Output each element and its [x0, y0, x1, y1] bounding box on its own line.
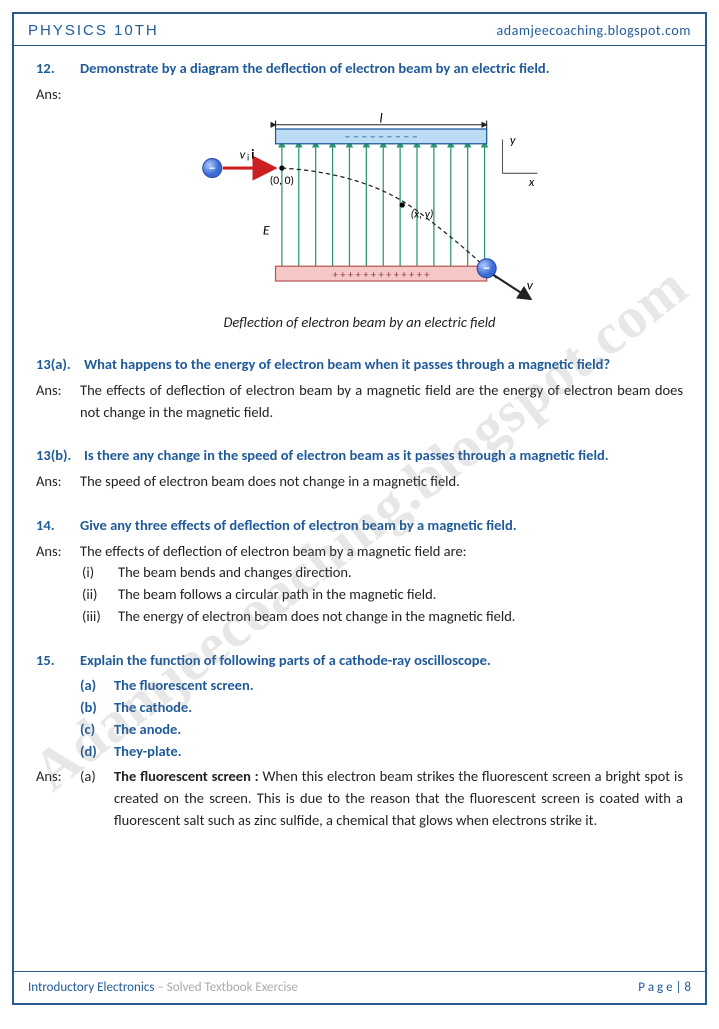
- svg-text:l: l: [379, 110, 382, 127]
- diagram-container: l − − − − − − − − − + + + + + + + + + + + …: [36, 110, 683, 307]
- q14-number: 14.: [36, 515, 80, 537]
- page-number: 8: [684, 980, 691, 995]
- q15-ans-part-label: (a): [80, 766, 114, 831]
- footer-title: Introductory Electronics: [28, 980, 154, 995]
- q14-ans-body: The effects of deflection of electron be…: [80, 541, 683, 628]
- page-frame: Adamjeecoaching.blogspot.com PHYSICS 10T…: [12, 12, 707, 1005]
- q15-part: (b)The cathode.: [80, 697, 683, 719]
- header-right: adamjeecoaching.blogspot.com: [497, 22, 691, 39]
- q15-text: Explain the function of following parts …: [80, 650, 683, 672]
- q15-ans-bold: The fluorescent screen :: [114, 767, 263, 785]
- q15-part-label: (a): [80, 675, 114, 697]
- q15-ans-row: Ans: (a) The fluorescent screen : When t…: [36, 766, 683, 831]
- q15-ans-body: (a) The fluorescent screen : When this e…: [80, 766, 683, 831]
- footer-sub: – Solved Textbook Exercise: [154, 980, 298, 995]
- q14-item: (ii)The beam follows a circular path in …: [80, 584, 683, 606]
- q14-ans-row: Ans: The effects of deflection of electr…: [36, 541, 683, 628]
- q15-part: (d)They-plate.: [80, 741, 683, 763]
- q15-part: (c)The anode.: [80, 719, 683, 741]
- q13b-ans-label: Ans:: [36, 471, 80, 493]
- svg-text:E: E: [262, 221, 269, 238]
- q13a-row: 13(a). What happens to the energy of ele…: [36, 354, 683, 376]
- q14-item: (i)The beam bends and changes direction.: [80, 562, 683, 584]
- q12-number: 12.: [36, 58, 80, 80]
- svg-text:(0, 0): (0, 0): [269, 173, 293, 187]
- q13a-ans-row: Ans: The effects of deflection of electr…: [36, 380, 683, 424]
- q14-item-num: (ii): [80, 584, 118, 606]
- q14-item-num: (i): [80, 562, 118, 584]
- q12-text: Demonstrate by a diagram the deflection …: [80, 58, 683, 80]
- q15-ans-label: Ans:: [36, 766, 80, 831]
- svg-text:i: i: [247, 151, 249, 163]
- q13b-number: 13(b).: [36, 445, 84, 467]
- svg-text:− − − − − − − − −: − − − − − − − − −: [344, 130, 417, 144]
- q13a-ans-label: Ans:: [36, 380, 80, 424]
- q15-part-text: The cathode.: [114, 697, 192, 719]
- svg-text:y: y: [509, 132, 515, 147]
- q14-item-text: The beam follows a circular path in the …: [118, 584, 683, 606]
- footer-left: Introductory Electronics – Solved Textbo…: [28, 980, 298, 995]
- q12-ans-label: Ans:: [36, 84, 80, 106]
- svg-text:v: v: [526, 276, 533, 293]
- diagram-caption: Deflection of electron beam by an electr…: [36, 312, 683, 334]
- q15-part-text: They-plate.: [114, 741, 182, 763]
- q15-part-label: (d): [80, 741, 114, 763]
- svg-text:v: v: [239, 147, 245, 162]
- q15-row: 15. Explain the function of following pa…: [36, 650, 683, 672]
- electron-deflection-diagram: l − − − − − − − − − + + + + + + + + + + + …: [180, 110, 540, 300]
- page-label: P a g e |: [638, 980, 684, 995]
- q13a-ans-body: The effects of deflection of electron be…: [80, 380, 683, 424]
- footer-right: P a g e | 8: [638, 980, 691, 995]
- q14-item: (iii)The energy of electron beam does no…: [80, 606, 683, 628]
- q15-part-text: The fluorescent screen.: [114, 675, 254, 697]
- q15-indent: [36, 675, 80, 762]
- q14-text: Give any three effects of deflection of …: [80, 515, 683, 537]
- page-footer: Introductory Electronics – Solved Textbo…: [14, 971, 705, 1003]
- svg-text:x: x: [527, 175, 534, 190]
- q15-part-label: (c): [80, 719, 114, 741]
- q14-row: 14. Give any three effects of deflection…: [36, 515, 683, 537]
- svg-text:(x, y): (x, y): [410, 207, 433, 221]
- q14-item-num: (iii): [80, 606, 118, 628]
- page-header: PHYSICS 10TH adamjeecoaching.blogspot.co…: [14, 14, 705, 46]
- q12-ans-row: Ans:: [36, 84, 683, 106]
- svg-text:i: i: [251, 147, 254, 162]
- q13a-number: 13(a).: [36, 354, 84, 376]
- q13a-text: What happens to the energy of electron b…: [84, 354, 683, 376]
- q14-intro: The effects of deflection of electron be…: [80, 541, 683, 563]
- q14-ans-label: Ans:: [36, 541, 80, 628]
- svg-text:+ + + + + + + + + +: + + + + + + + + + + + + +: [332, 267, 429, 280]
- q13b-ans-body: The speed of electron beam does not chan…: [80, 471, 683, 493]
- q12-ans-body: [80, 84, 683, 106]
- header-left: PHYSICS 10TH: [28, 22, 159, 39]
- q13b-row: 13(b). Is there any change in the speed …: [36, 445, 683, 467]
- q15-part: (a)The fluorescent screen.: [80, 675, 683, 697]
- q15-part-text: The anode.: [114, 719, 181, 741]
- q15-ans-part-body: The fluorescent screen : When this elect…: [114, 766, 683, 831]
- svg-text:−: −: [483, 259, 490, 276]
- q15-number: 15.: [36, 650, 80, 672]
- q13b-text: Is there any change in the speed of elec…: [84, 445, 683, 467]
- q15-part-label: (b): [80, 697, 114, 719]
- q14-item-text: The energy of electron beam does not cha…: [118, 606, 683, 628]
- q13b-ans-row: Ans: The speed of electron beam does not…: [36, 471, 683, 493]
- q15-parts-wrap: (a)The fluorescent screen.(b)The cathode…: [36, 675, 683, 762]
- q14-item-text: The beam bends and changes direction.: [118, 562, 683, 584]
- q15-parts: (a)The fluorescent screen.(b)The cathode…: [80, 675, 683, 762]
- q12-row: 12. Demonstrate by a diagram the deflect…: [36, 58, 683, 80]
- page-content: 12. Demonstrate by a diagram the deflect…: [14, 46, 705, 832]
- svg-text:−: −: [208, 159, 215, 176]
